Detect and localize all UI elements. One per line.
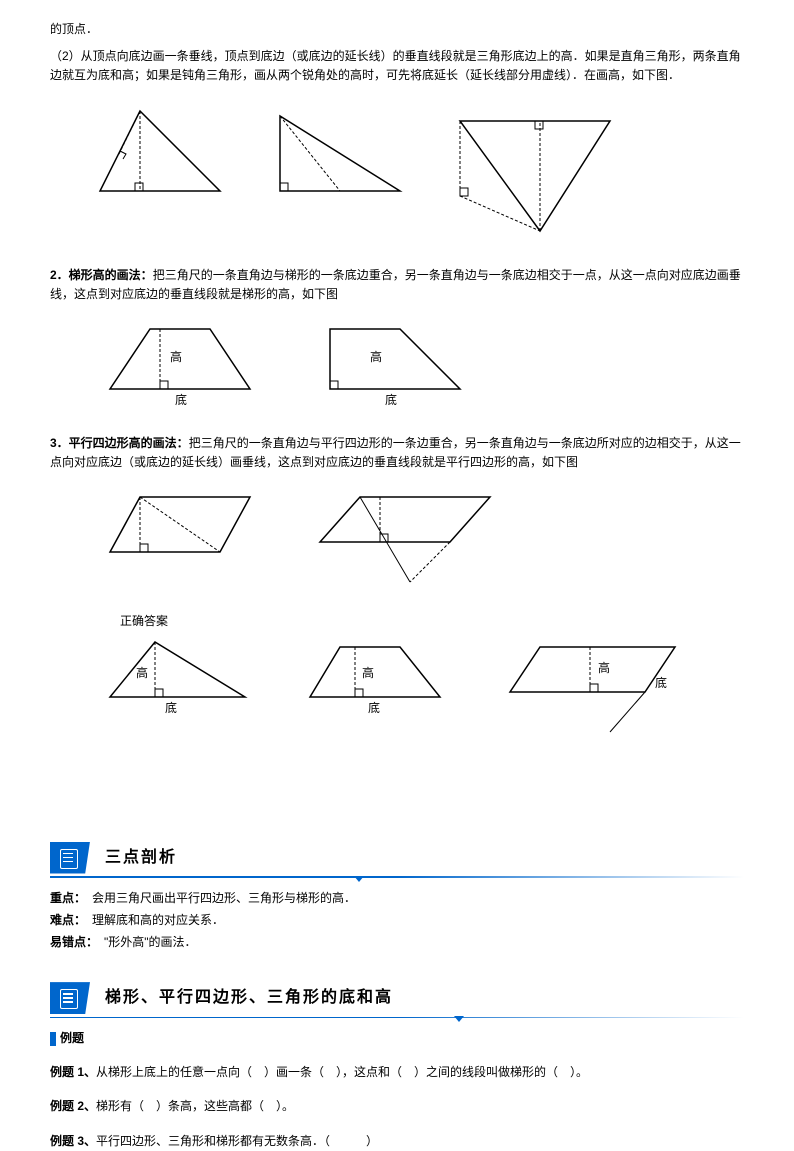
- svg-text:高: 高: [136, 665, 148, 680]
- answer-figures: 高 底 高 底 高 底: [100, 637, 744, 737]
- svg-text:高: 高: [598, 660, 610, 675]
- example-2: 例题 2、梯形有（ ）条高，这些高都（ ）。: [50, 1097, 744, 1116]
- trapezoid-2: 高 底: [310, 319, 470, 409]
- section3-text: 3．平行四边形高的画法：把三角尺的一条直角边与平行四边形的一条边重合，另一条直角…: [50, 434, 744, 472]
- right-triangle: [260, 101, 410, 201]
- svg-text:底: 底: [165, 700, 177, 715]
- obtuse-triangle: [440, 101, 640, 241]
- trapezoid-1: 高 底: [100, 319, 260, 409]
- header-title-1: 三点剖析: [105, 845, 177, 871]
- label-di: 底: [175, 392, 187, 407]
- acute-triangle: [80, 101, 230, 201]
- section-header-analysis: 三点剖析: [50, 842, 744, 874]
- svg-text:底: 底: [655, 675, 667, 690]
- ans-trapezoid: 高 底: [300, 637, 450, 717]
- triangle-figures: [80, 101, 744, 241]
- key-points: 重点： 会用三角尺画出平行四边形、三角形与梯形的高． 难点： 理解底和高的对应关…: [50, 889, 744, 953]
- example-header: 例题: [50, 1029, 744, 1048]
- intro-line1: 的顶点．: [50, 20, 744, 39]
- ans-triangle: 高 底: [100, 637, 250, 717]
- parallelogram-2: [310, 487, 510, 587]
- notebook-icon: [50, 982, 90, 1014]
- blue-bar-icon: [50, 1032, 56, 1046]
- section2-text: 2．梯形高的画法：把三角尺的一条直角边与梯形的一条底边重合，另一条直角边与一条底…: [50, 266, 744, 304]
- parallelogram-figures: [100, 487, 744, 587]
- intro-line2: （2）从顶点向底边画一条垂线，顶点到底边（或底边的延长线）的垂直线段就是三角形底…: [50, 47, 744, 85]
- label-gao: 高: [370, 349, 382, 364]
- example-3: 例题 3、平行四边形、三角形和梯形都有无数条高．（ ）: [50, 1132, 744, 1151]
- svg-text:高: 高: [362, 665, 374, 680]
- section-header-shapes: 梯形、平行四边形、三角形的底和高: [50, 982, 744, 1014]
- label-di: 底: [385, 392, 397, 407]
- svg-text:底: 底: [368, 700, 380, 715]
- example-1: 例题 1、从梯形上底上的任意一点向（ ）画一条（ ），这点和（ ）之间的线段叫做…: [50, 1063, 744, 1082]
- trapezoid-figures: 高 底 高 底: [100, 319, 744, 409]
- parallelogram-1: [100, 487, 260, 567]
- notebook-icon: [50, 842, 90, 874]
- ans-parallelogram: 高 底: [500, 637, 700, 737]
- label-gao: 高: [170, 349, 182, 364]
- answer-label: 正确答案: [120, 612, 744, 631]
- header-title-2: 梯形、平行四边形、三角形的底和高: [105, 985, 393, 1011]
